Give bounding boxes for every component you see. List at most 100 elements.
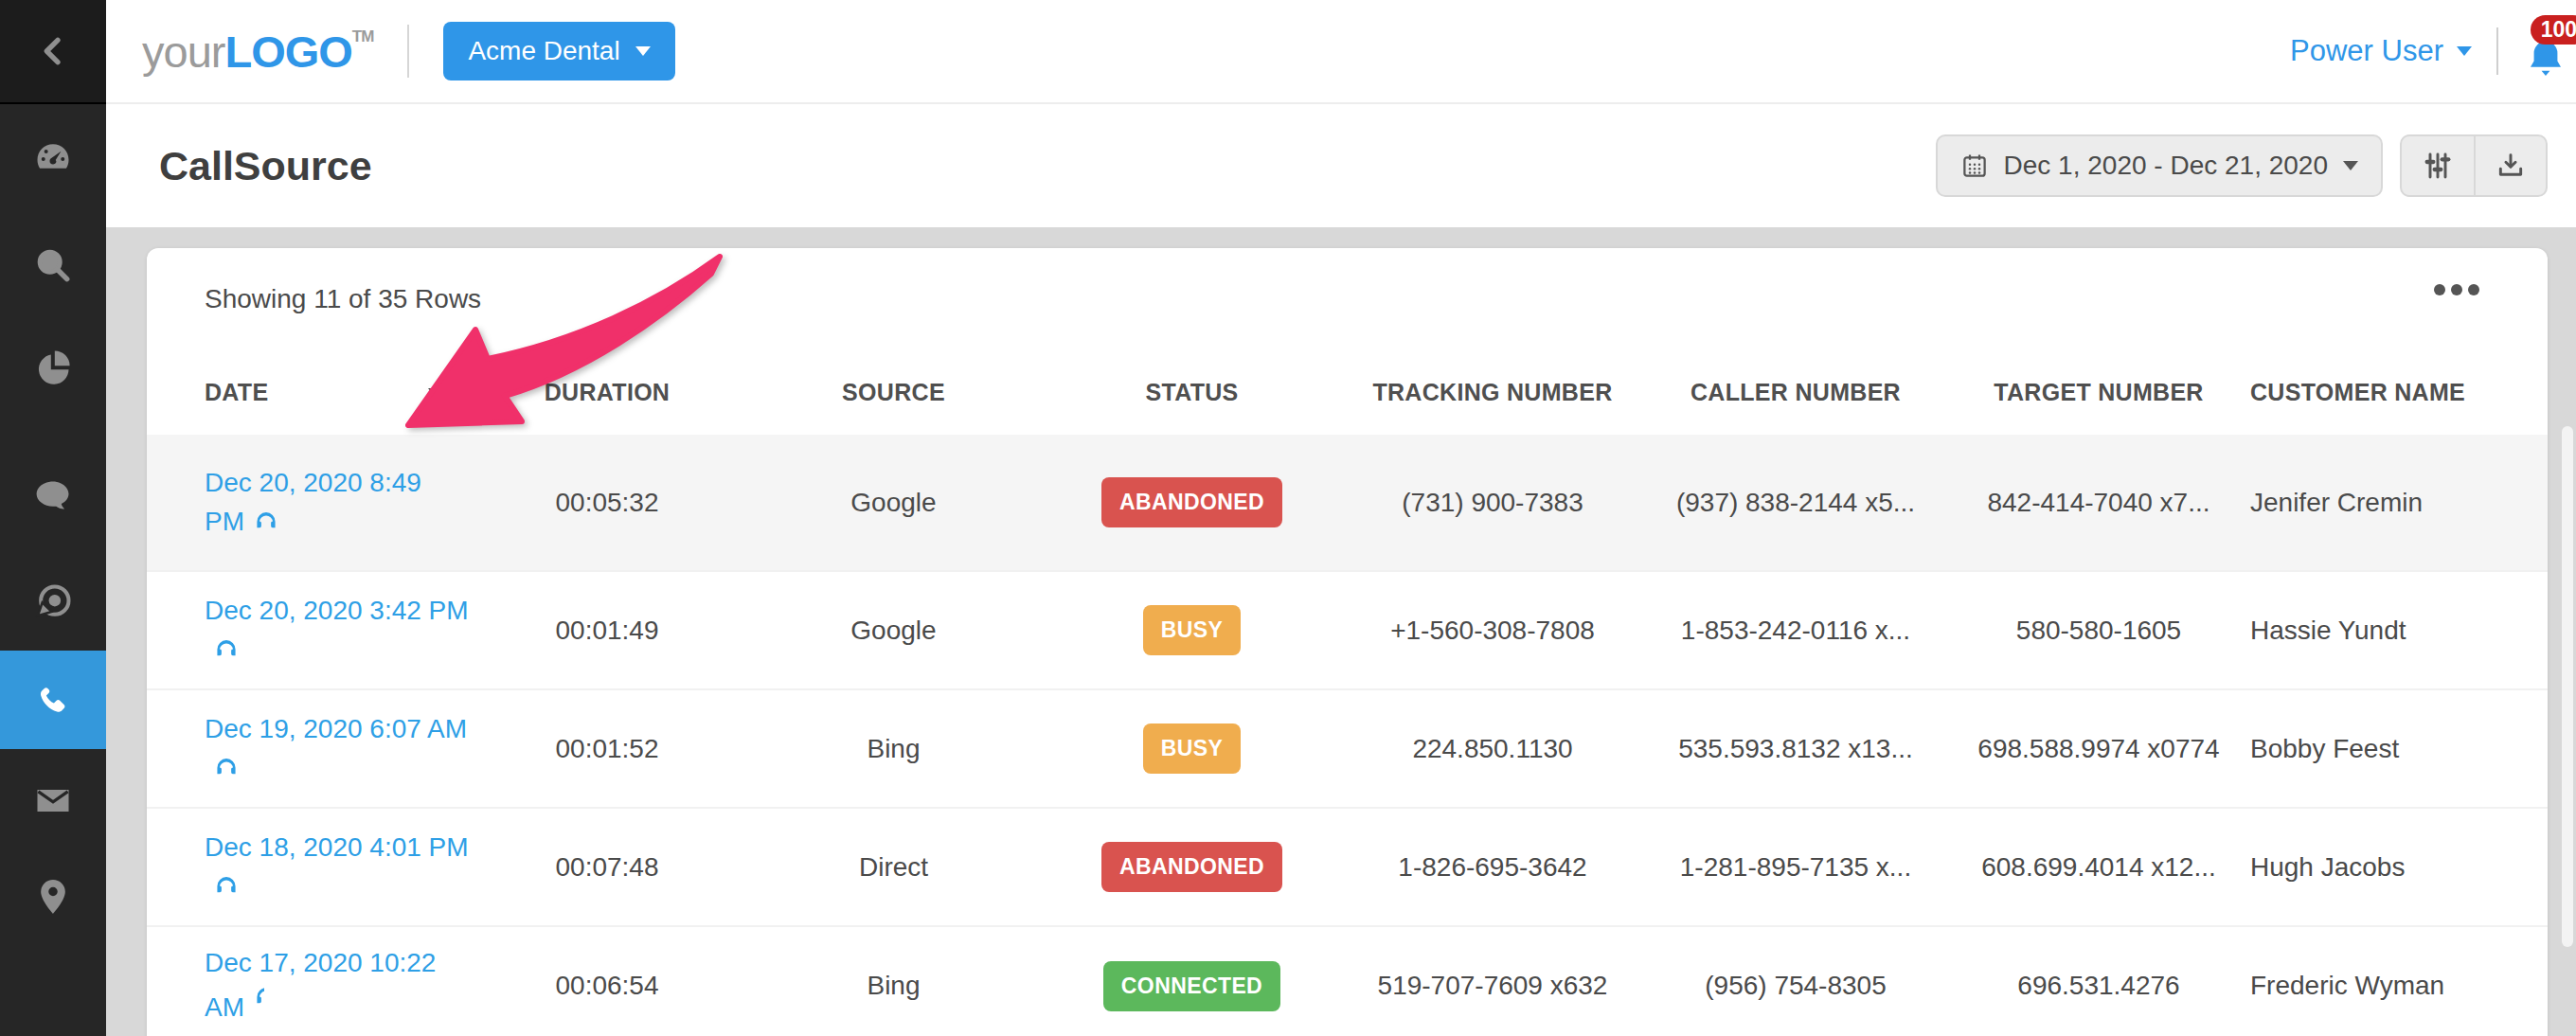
column-header-customer-name[interactable]: CUSTOMER NAME — [2250, 324, 2548, 435]
call-date-cell: Dec 17, 2020 10:22 AM — [147, 926, 470, 1036]
table-row[interactable]: Dec 18, 2020 4:01 PM 00:07:48 Direct ABA… — [147, 808, 2548, 926]
table-row[interactable]: Dec 20, 2020 3:42 PM 00:01:49 Google BUS… — [147, 571, 2548, 689]
source-cell: Google — [744, 435, 1043, 571]
status-cell: ABANDONED — [1043, 808, 1341, 926]
headphones-icon[interactable] — [252, 984, 264, 1010]
sidebar-item-chat[interactable] — [0, 447, 106, 545]
caller-number-cell: 535.593.8132 x13... — [1644, 689, 1947, 808]
headphones-icon[interactable] — [212, 873, 241, 900]
sidebar-item-dashboard[interactable] — [0, 109, 106, 207]
page-header: CallSource Dec 1, 2020 - Dec 21, 2020 — [106, 104, 2576, 227]
duration-cell: 00:07:48 — [470, 808, 744, 926]
status-badge: BUSY — [1143, 605, 1242, 655]
duration-cell: 00:05:32 — [470, 435, 744, 571]
source-cell: Bing — [744, 926, 1043, 1036]
app-logo: yourLOGOTM — [142, 26, 373, 78]
sort-desc-icon — [428, 388, 443, 397]
status-cell: CONNECTED — [1043, 926, 1341, 1036]
call-date-cell: Dec 20, 2020 8:49 PM — [147, 435, 470, 571]
target-number-cell: 580-580-1605 — [1947, 571, 2250, 689]
column-header-status[interactable]: STATUS — [1043, 324, 1341, 435]
account-selector-button[interactable]: Acme Dental — [443, 22, 674, 80]
table-row[interactable]: Dec 19, 2020 6:07 AM 00:01:52 Bing BUSY … — [147, 689, 2548, 808]
customer-name-cell: Jenifer Cremin — [2250, 435, 2548, 571]
sidebar — [0, 0, 106, 1036]
table-row[interactable]: Dec 20, 2020 8:49 PM 00:05:32 Google ABA… — [147, 435, 2548, 571]
topbar-divider — [2496, 27, 2498, 75]
pie-chart-icon — [32, 347, 74, 388]
headphones-icon[interactable] — [212, 755, 241, 781]
page-scrollbar[interactable] — [2562, 426, 2573, 947]
chat-icon — [32, 475, 74, 517]
account-selector-label: Acme Dental — [468, 36, 619, 66]
logo-text-gray: your — [142, 26, 224, 78]
topbar: yourLOGOTM Acme Dental Power User 100 — [106, 0, 2576, 104]
customer-name-cell: Frederic Wyman — [2250, 926, 2548, 1036]
column-header-tracking-number[interactable]: TRACKING NUMBER — [1341, 324, 1644, 435]
duration-cell: 00:06:54 — [470, 926, 744, 1036]
status-badge: CONNECTED — [1103, 961, 1280, 1011]
column-header-source[interactable]: SOURCE — [744, 324, 1043, 435]
target-number-cell: 698.588.9974 x0774 — [1947, 689, 2250, 808]
chevron-left-icon — [34, 32, 72, 70]
call-date-cell: Dec 20, 2020 3:42 PM — [147, 571, 470, 689]
headphones-icon[interactable] — [212, 636, 241, 663]
download-export-button[interactable] — [2474, 136, 2546, 195]
column-header-duration[interactable]: DURATION — [470, 324, 744, 435]
chevron-down-icon — [2457, 46, 2472, 56]
app-window: yourLOGOTM Acme Dental Power User 100 — [0, 0, 2576, 1036]
click-tracking-icon — [32, 581, 74, 623]
call-date-link[interactable]: Dec 20, 2020 8:49 PM — [205, 468, 421, 536]
card-options-button[interactable] — [2428, 278, 2485, 301]
filter-sliders-icon — [2423, 151, 2453, 181]
table-row[interactable]: Dec 17, 2020 10:22 AM 00:06:54 Bing CONN… — [147, 926, 2548, 1036]
sidebar-collapse-button[interactable] — [0, 0, 106, 104]
call-date-link[interactable]: Dec 20, 2020 3:42 PM — [205, 596, 469, 664]
caller-number-cell: (956) 754-8305 — [1644, 926, 1947, 1036]
table-actions-group — [2400, 134, 2548, 197]
status-badge: BUSY — [1143, 723, 1242, 774]
filter-columns-button[interactable] — [2402, 136, 2474, 195]
date-range-picker[interactable]: Dec 1, 2020 - Dec 21, 2020 — [1936, 134, 2383, 197]
download-icon — [2496, 151, 2526, 181]
call-date-link[interactable]: Dec 18, 2020 4:01 PM — [205, 832, 469, 901]
duration-cell: 00:01:49 — [470, 571, 744, 689]
sidebar-item-click-tracking[interactable] — [0, 553, 106, 652]
calendar-icon — [1960, 152, 1989, 180]
headphones-icon[interactable] — [252, 509, 280, 535]
sidebar-item-calls[interactable] — [0, 651, 106, 749]
tracking-number-cell: +1-560-308-7808 — [1341, 571, 1644, 689]
call-date-cell: Dec 18, 2020 4:01 PM — [147, 808, 470, 926]
table-header-row: DATE DURATION SOURCE STATUS TRACKING NUM… — [147, 324, 2548, 435]
duration-cell: 00:01:52 — [470, 689, 744, 808]
search-icon — [32, 244, 74, 286]
status-cell: BUSY — [1043, 571, 1341, 689]
column-header-target-number[interactable]: TARGET NUMBER — [1947, 324, 2250, 435]
chevron-down-icon — [2343, 161, 2358, 170]
logo-text-blue: LOGO — [224, 26, 351, 78]
notifications-button[interactable]: 100 — [2523, 21, 2576, 81]
sidebar-item-reports[interactable] — [0, 318, 106, 417]
status-cell: BUSY — [1043, 689, 1341, 808]
status-badge: ABANDONED — [1101, 842, 1282, 892]
call-date-cell: Dec 19, 2020 6:07 AM — [147, 689, 470, 808]
sidebar-item-mail[interactable] — [0, 751, 106, 849]
calls-table-card: Showing 11 of 35 Rows DATE DURAT — [147, 248, 2548, 1036]
sidebar-item-search[interactable] — [0, 216, 106, 314]
tracking-number-cell: 519-707-7609 x632 — [1341, 926, 1644, 1036]
call-date-link[interactable]: Dec 19, 2020 6:07 AM — [205, 714, 467, 782]
caller-number-cell: 1-281-895-7135 x... — [1644, 808, 1947, 926]
content-area: Showing 11 of 35 Rows DATE DURAT — [106, 227, 2576, 1036]
sidebar-item-locations[interactable] — [0, 848, 106, 946]
tracking-number-cell: (731) 900-7383 — [1341, 435, 1644, 571]
row-count-summary: Showing 11 of 35 Rows — [147, 284, 2548, 314]
user-menu-dropdown[interactable]: Power User — [2290, 34, 2472, 68]
customer-name-cell: Hassie Yundt — [2250, 571, 2548, 689]
target-number-cell: 608.699.4014 x12... — [1947, 808, 2250, 926]
target-number-cell: 696.531.4276 — [1947, 926, 2250, 1036]
column-header-caller-number[interactable]: CALLER NUMBER — [1644, 324, 1947, 435]
column-header-date[interactable]: DATE — [147, 324, 470, 435]
call-date-link[interactable]: Dec 17, 2020 10:22 AM — [205, 948, 436, 1022]
calls-table: DATE DURATION SOURCE STATUS TRACKING NUM… — [147, 324, 2548, 1036]
topbar-divider — [407, 25, 409, 78]
